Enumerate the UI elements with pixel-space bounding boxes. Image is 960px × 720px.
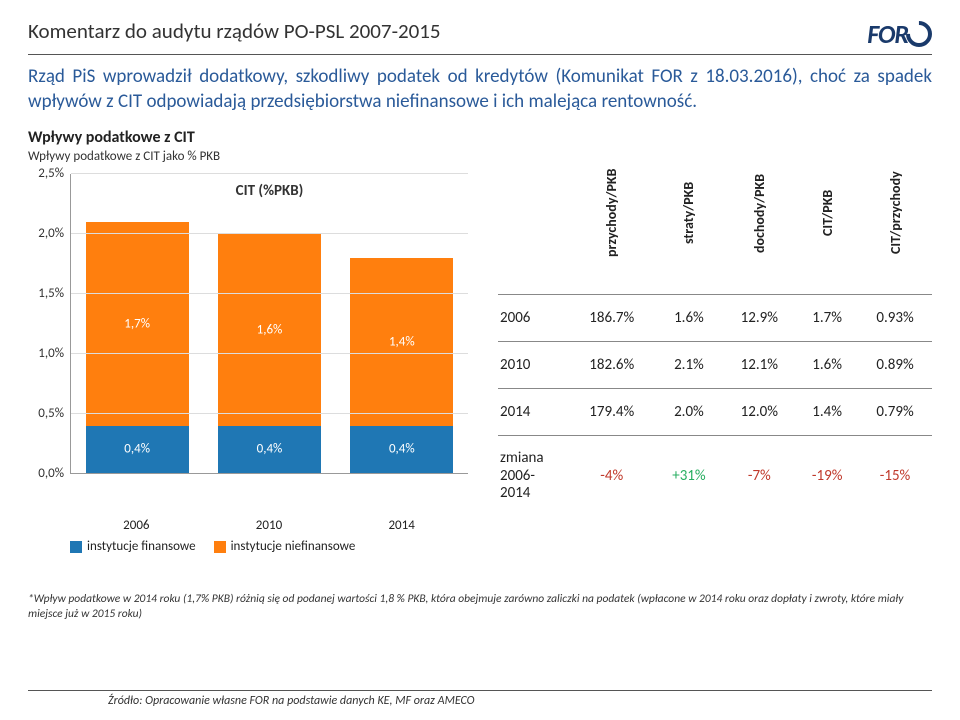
table-body: 2006186.7%1.6%12.9%1.7%0.93%2010182.6%2.… [498,295,932,516]
table-col-header-text: przychody/PKB [603,168,620,258]
table-col-header: CIT/PKB [796,164,858,295]
bar-label: 0,4% [124,442,150,457]
table-cell: 0.89% [858,342,932,389]
logo: FOR [867,18,932,50]
table-cell-change: -19% [796,436,858,516]
table-row-change: zmiana2006-2014-4%+31%-7%-19%-15% [498,436,932,516]
bar-seg-fin: 0,4% [350,426,453,474]
intro-paragraph: Rząd PiS wprowadził dodatkowy, szkodliwy… [28,65,932,114]
gridline [71,233,468,234]
bar-col: 1,6% 0,4% [218,174,321,473]
swatch-nonfin [214,541,226,553]
y-axis: 0,0%0,5%1,0%1,5%2,0%2,5% [28,174,70,474]
table-col-header: CIT/przychody [858,164,932,295]
bar-col: 1,7% 0,4% [86,174,189,473]
table-cell: 179.4% [568,389,655,436]
legend-fin-label: instytucje finansowe [87,539,196,554]
table-col-header-text: CIT/przychody [887,168,904,258]
x-tick: 2006 [123,518,149,533]
table-cell-year: 2010 [498,342,568,389]
gridline [71,173,468,174]
footnote: *Wpływ podatkowe w 2014 roku (1,7% PKB) … [28,592,932,621]
x-axis-inner: 2006 2010 2014 [70,518,468,533]
chart-section: Wpływy podatkowe z CIT Wpływy podatkowe … [28,128,468,554]
table-col-header: straty/PKB [655,164,722,295]
swatch-fin [70,541,82,553]
table-cell-change: -7% [722,436,796,516]
bar-label: 1,6% [257,322,283,337]
bar-col: 1,4% 0,4% [350,174,453,473]
table-cell: 1.6% [655,295,722,342]
chart-legend: instytucje finansowe instytucje niefinan… [28,539,468,554]
table-cell: 182.6% [568,342,655,389]
table-cell-year: 2006 [498,295,568,342]
data-table: przychody/PKB straty/PKB dochody/PKB CIT/PK… [498,164,932,516]
page-title: Komentarz do audytu rządów PO-PSL 2007-2… [28,18,441,44]
x-tick: 2010 [256,518,282,533]
table-cell-change: +31% [655,436,722,516]
table-cell: 2.1% [655,342,722,389]
table-cell: 1.6% [796,342,858,389]
table-cell: 0.93% [858,295,932,342]
bar-label: 1,7% [124,316,150,331]
table-col-header [498,164,568,295]
table-cell: 12.0% [722,389,796,436]
gridline [71,293,468,294]
bar-seg-nonfin: 1,4% [350,258,453,425]
x-axis: 2006 2010 2014 [28,518,468,533]
chart-subtitle: Wpływy podatkowe z CIT jako % PKB [28,149,468,164]
table-col-header: dochody/PKB [722,164,796,295]
chart-bars: 1,7% 0,4% 1,6% 0,4% 1,4% 0,4% [71,174,468,473]
source-divider [28,690,932,691]
bar-label: 0,4% [389,442,415,457]
table-cell: 12.1% [722,342,796,389]
table-col-header-text: dochody/PKB [751,168,768,258]
chart-wrap: 0,0%0,5%1,0%1,5%2,0%2,5% CIT (%PKB) 1,7%… [28,174,468,514]
table-col-header: przychody/PKB [568,164,655,295]
table-cell: 12.9% [722,295,796,342]
chart-title: Wpływy podatkowe z CIT [28,128,468,147]
bar-seg-nonfin: 1,6% [218,234,321,425]
legend-nonfin: instytucje niefinansowe [214,539,356,554]
table-cell: 2.0% [655,389,722,436]
bar-label: 1,4% [389,334,415,349]
table-cell: 1.4% [796,389,858,436]
table-cell-change: -15% [858,436,932,516]
table-cell: 186.7% [568,295,655,342]
table-row: 2006186.7%1.6%12.9%1.7%0.93% [498,295,932,342]
table-head: przychody/PKB straty/PKB dochody/PKB CIT/PK… [498,164,932,295]
logo-text: FOR [867,18,908,50]
table-cell-change: -4% [568,436,655,516]
legend-fin: instytucje finansowe [70,539,196,554]
table-cell: 1.7% [796,295,858,342]
table-row: 2010182.6%2.1%12.1%1.6%0.89% [498,342,932,389]
gridline [71,353,468,354]
table-cell: 0.79% [858,389,932,436]
source-bar: Źródło: Opracowanie własne FOR na podsta… [0,690,960,708]
chart-plot: CIT (%PKB) 1,7%0,4%1,6%0,4%1,4%0,4% [70,174,468,474]
table-cell-change-label: zmiana2006-2014 [498,436,568,516]
x-tick: 2014 [388,518,414,533]
content-area: Wpływy podatkowe z CIT Wpływy podatkowe … [28,128,932,554]
bar-seg-nonfin: 1,7% [86,222,189,425]
bar-label: 0,4% [257,442,283,457]
legend-nonfin-label: instytucje niefinansowe [231,539,356,554]
table-section: przychody/PKB straty/PKB dochody/PKB CIT/PK… [498,128,932,516]
table-col-header-text: straty/PKB [680,168,697,258]
table-cell-year: 2014 [498,389,568,436]
table-row: 2014179.4%2.0%12.0%1.4%0.79% [498,389,932,436]
page-header: Komentarz do audytu rządów PO-PSL 2007-2… [28,18,932,55]
bar-seg-fin: 0,4% [218,426,321,474]
gridline [71,413,468,414]
bar-seg-fin: 0,4% [86,426,189,474]
source-text: Źródło: Opracowanie własne FOR na podsta… [28,694,932,708]
table-col-header-text: CIT/PKB [819,168,836,258]
